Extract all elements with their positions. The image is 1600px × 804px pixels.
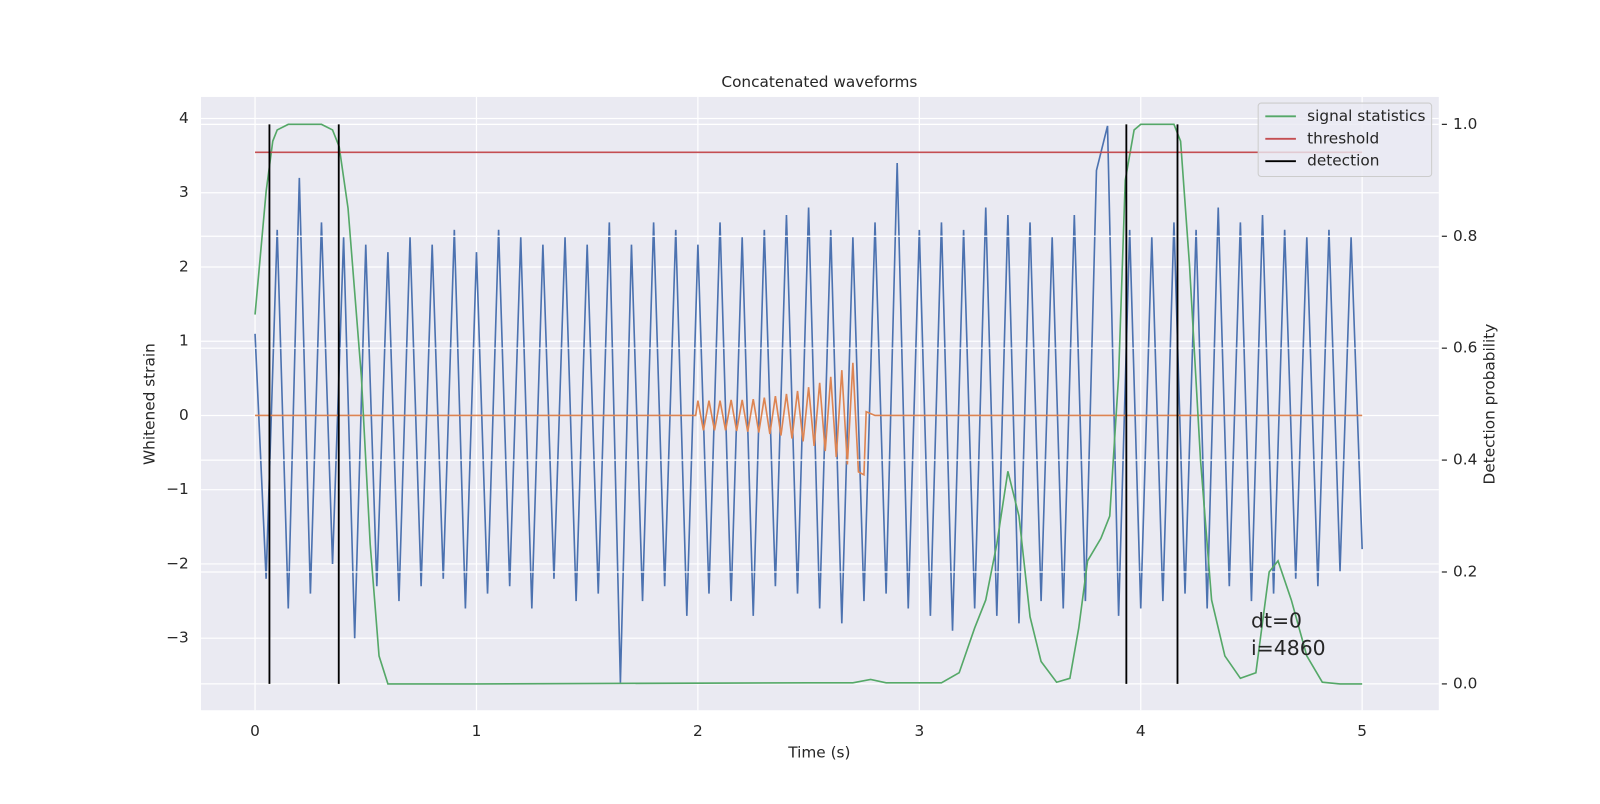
y-tick-label: 4 [179,109,189,127]
legend-label: threshold [1307,129,1379,147]
x-tick-label: 0 [250,722,260,740]
y-tick-label: 1 [179,332,189,350]
legend-label: signal statistics [1307,107,1425,125]
y2-tick-label: 0.0 [1453,674,1477,692]
y-tick-label: −2 [166,554,189,572]
chart-title: Concatenated waveforms [721,73,917,91]
x-tick-label: 5 [1357,722,1367,740]
data-layer [201,123,1439,685]
annotation: i=4860 [1251,636,1326,660]
back-layer: 0 1 2 3 4 5 −3 −2 −1 0 1 2 3 4 [166,96,1439,740]
legend-label: detection [1307,152,1379,170]
x-axis-label: Time (s) [787,744,850,762]
y-tick-label: −1 [166,480,189,498]
y-tick-label: −3 [166,629,189,647]
x-tick-label: 3 [914,722,924,740]
series-line [255,362,1363,477]
x-tick-label: 2 [693,722,703,740]
y2-tick-label: 0.8 [1453,227,1477,245]
y2-tick-label: 1.0 [1453,115,1477,133]
y-tick-label: 0 [179,406,189,424]
y-tick-label: 2 [179,257,189,275]
x-tick-label: 4 [1136,722,1146,740]
y2-tick-label: 0.6 [1453,339,1477,357]
y2-axis-label: Detection probability [1480,324,1498,485]
annotation: dt=0 [1251,608,1302,632]
y-axis-label: Whitened strain [141,343,159,465]
x-tick-label: 1 [472,722,482,740]
series-line [254,123,1363,685]
y2-tick-label: 0.4 [1453,451,1477,469]
front-layer: 0.0 0.2 0.4 0.6 0.8 1.0 signal statistics thres… [1257,102,1477,692]
y-tick-label: 3 [179,183,189,201]
legend-box [1257,102,1433,178]
y2-tick-label: 0.2 [1453,562,1477,580]
